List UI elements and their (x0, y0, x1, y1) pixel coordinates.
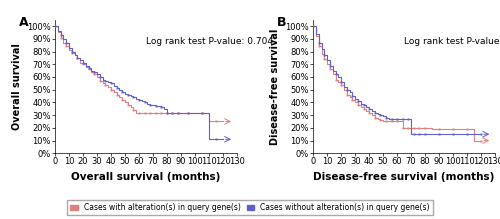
Text: Log rank test P-value: 0.864: Log rank test P-value: 0.864 (404, 37, 500, 46)
Text: A: A (18, 16, 28, 29)
Legend: Cases with alteration(s) in query gene(s), Cases without alteration(s) in query : Cases with alteration(s) in query gene(s… (67, 200, 433, 215)
X-axis label: Overall survival (months): Overall survival (months) (71, 172, 221, 182)
Y-axis label: Disease-free survival: Disease-free survival (270, 28, 280, 145)
Text: Log rank test P-value: 0.704: Log rank test P-value: 0.704 (146, 37, 273, 46)
Y-axis label: Overall survival: Overall survival (12, 43, 22, 130)
X-axis label: Disease-free survival (months): Disease-free survival (months) (314, 172, 495, 182)
Text: B: B (277, 16, 286, 29)
